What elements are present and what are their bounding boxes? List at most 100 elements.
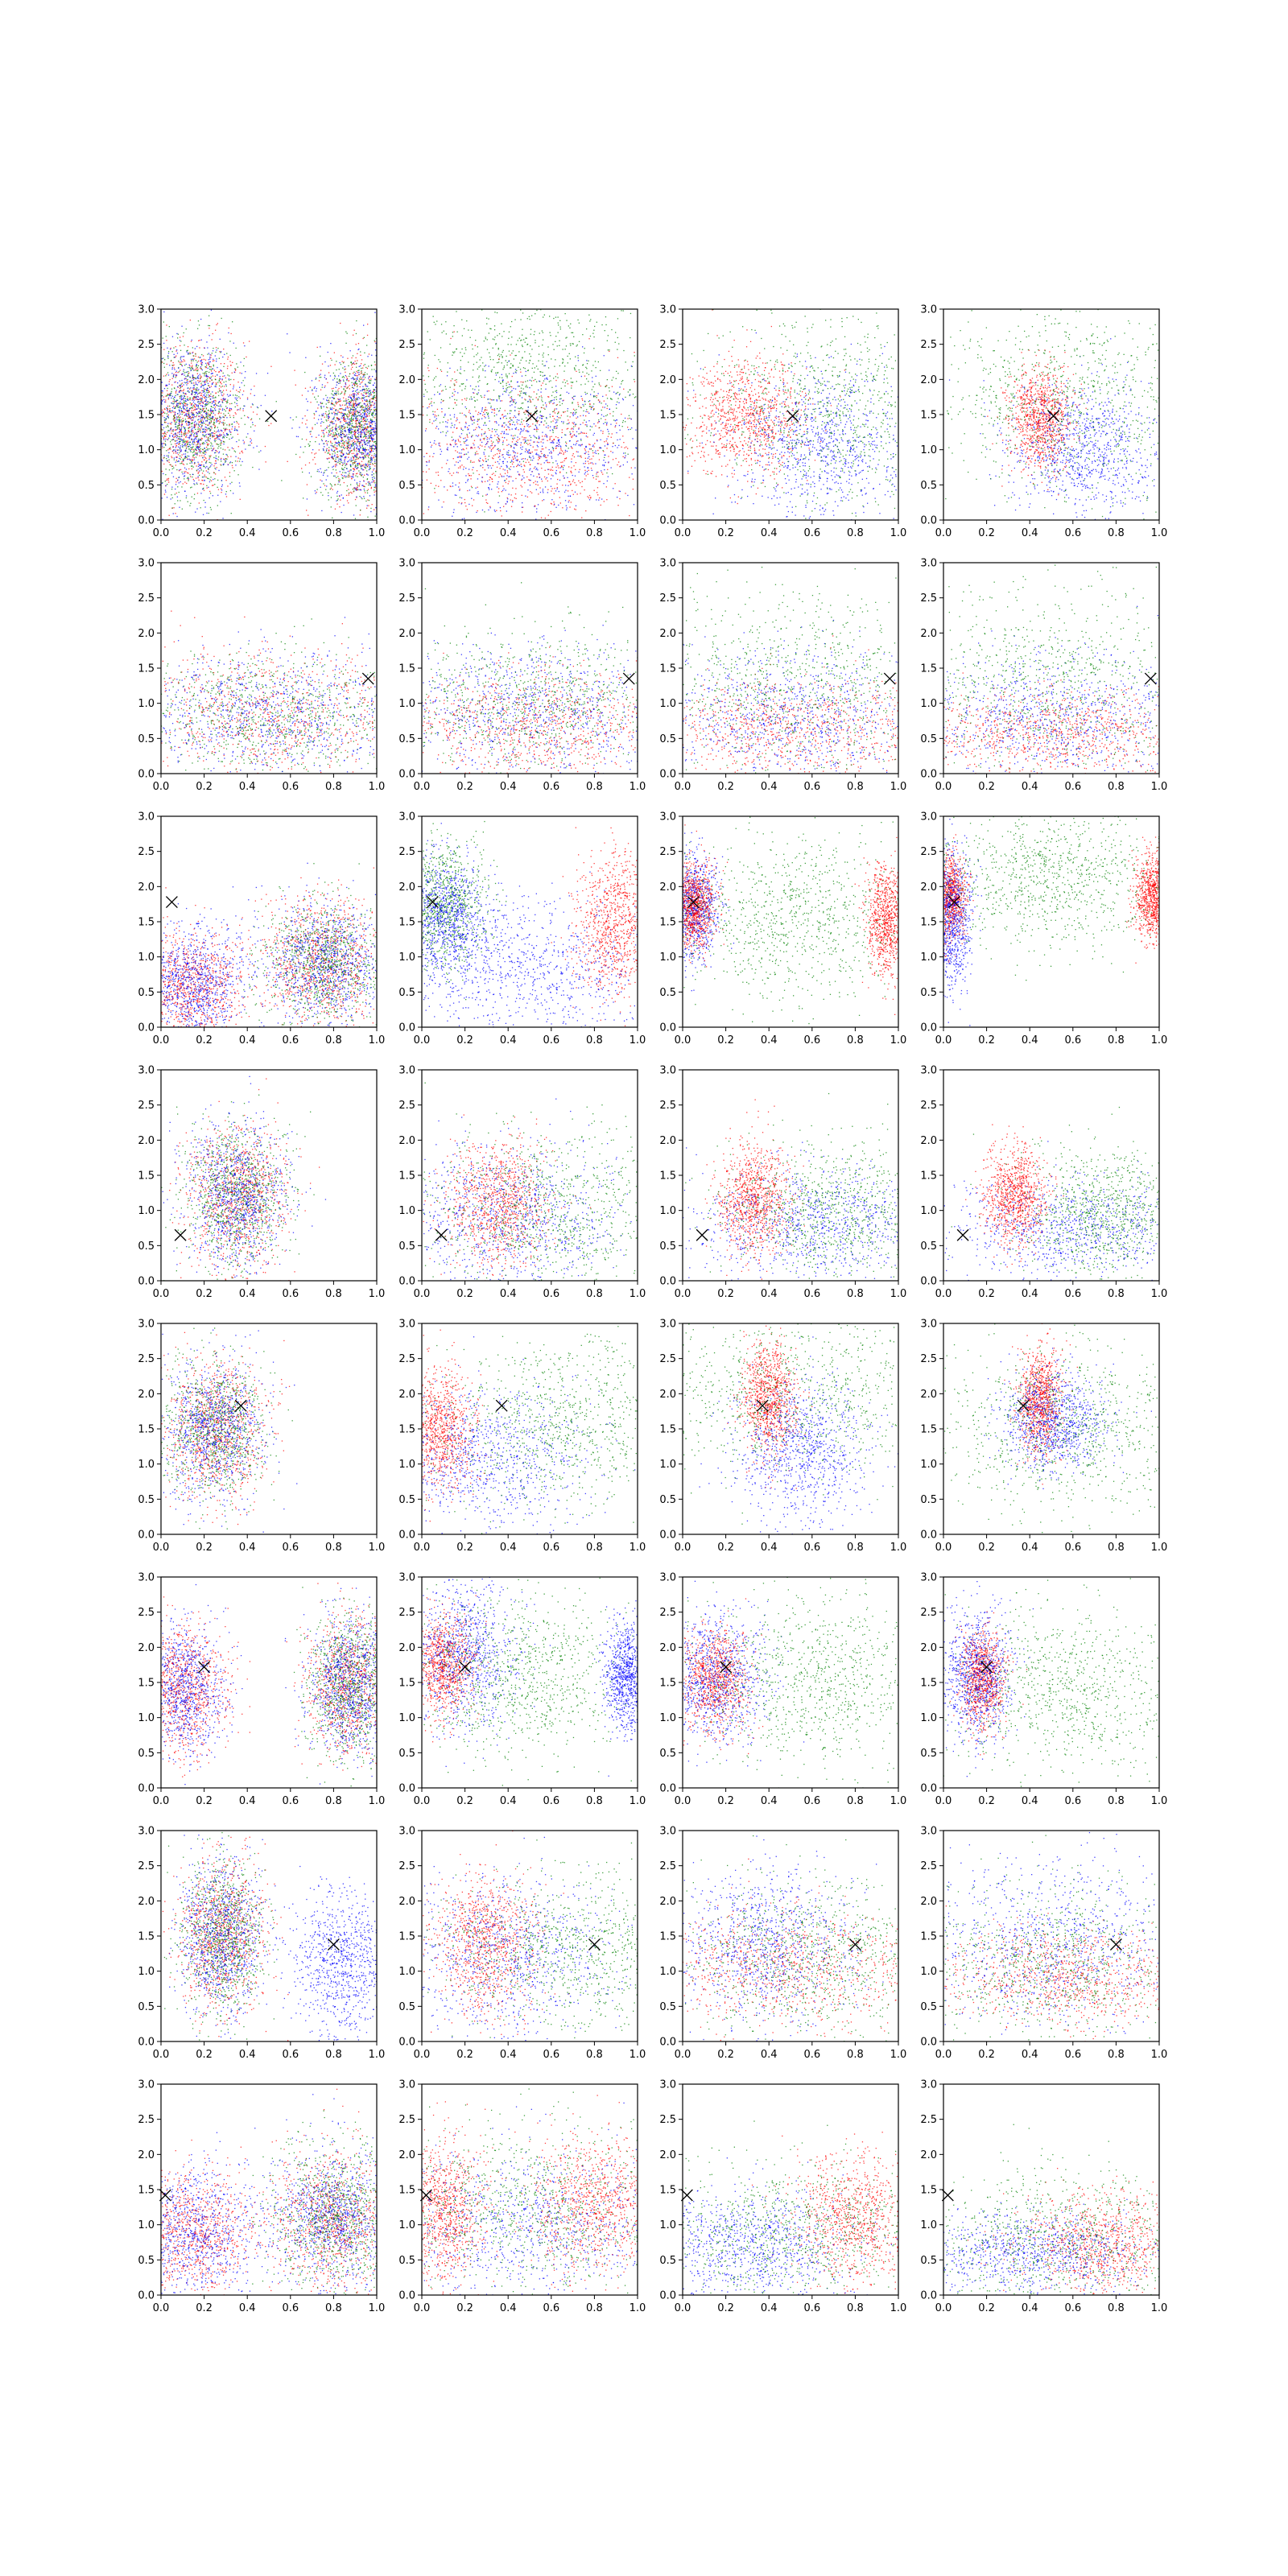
point <box>605 316 606 317</box>
point <box>201 438 202 439</box>
point <box>244 385 245 386</box>
point <box>541 397 542 398</box>
point <box>228 464 229 465</box>
point <box>509 386 510 387</box>
point <box>203 471 204 472</box>
point <box>354 416 355 417</box>
point <box>204 457 205 458</box>
point <box>319 449 320 450</box>
point <box>172 497 173 498</box>
point <box>218 444 219 445</box>
point <box>167 417 168 418</box>
point <box>196 406 197 407</box>
point <box>348 438 349 439</box>
point <box>200 405 201 406</box>
point <box>220 339 221 340</box>
point <box>358 441 359 442</box>
point <box>357 370 358 371</box>
point <box>370 457 371 458</box>
point <box>465 415 466 416</box>
point <box>365 501 366 502</box>
point <box>207 478 208 479</box>
point <box>359 419 360 420</box>
point <box>339 408 340 409</box>
point <box>206 434 207 435</box>
point <box>357 385 358 386</box>
point <box>181 457 182 458</box>
point <box>163 399 164 400</box>
point <box>374 427 375 428</box>
point <box>343 401 344 402</box>
point <box>221 318 222 319</box>
point <box>539 418 540 419</box>
point <box>163 427 164 428</box>
point <box>340 362 341 363</box>
point <box>219 381 220 382</box>
point <box>495 471 496 472</box>
point <box>241 464 242 465</box>
point <box>340 404 341 405</box>
point <box>194 422 195 423</box>
point <box>187 376 188 377</box>
point <box>199 502 200 503</box>
point <box>188 478 189 479</box>
point <box>193 449 194 450</box>
point <box>523 367 524 368</box>
point <box>370 461 371 462</box>
point <box>552 411 553 412</box>
point <box>370 508 371 509</box>
point <box>205 420 206 421</box>
point <box>217 348 218 349</box>
point <box>345 422 346 423</box>
point <box>492 369 493 370</box>
point <box>193 479 194 480</box>
point <box>167 415 168 416</box>
point <box>561 388 562 389</box>
point <box>367 335 368 336</box>
point <box>295 454 296 455</box>
point <box>212 373 213 374</box>
point <box>488 319 489 320</box>
point <box>363 325 364 326</box>
point <box>210 396 211 397</box>
point <box>216 422 217 423</box>
point <box>178 405 179 406</box>
point <box>507 387 508 388</box>
point <box>355 459 356 460</box>
point <box>367 517 368 518</box>
point <box>584 348 585 349</box>
point <box>181 398 182 399</box>
point <box>178 416 179 417</box>
point <box>169 469 170 470</box>
point <box>357 415 358 416</box>
point <box>181 431 182 432</box>
point <box>227 400 228 401</box>
point <box>208 359 209 360</box>
point <box>342 377 343 378</box>
point <box>352 453 353 454</box>
point <box>224 434 225 435</box>
point <box>178 447 179 448</box>
point <box>336 496 337 497</box>
point <box>232 321 233 322</box>
point <box>190 353 191 354</box>
point <box>200 366 201 367</box>
point <box>352 385 353 386</box>
point <box>216 382 217 383</box>
point <box>366 423 367 424</box>
point <box>369 483 370 484</box>
point <box>224 441 225 442</box>
point <box>323 475 324 476</box>
point <box>611 329 612 330</box>
point <box>208 335 209 336</box>
point <box>543 365 544 366</box>
point <box>181 356 182 357</box>
point <box>508 452 509 453</box>
point <box>341 438 342 439</box>
point <box>196 370 197 371</box>
point <box>219 390 220 391</box>
point <box>230 456 231 457</box>
point <box>355 375 356 376</box>
point <box>344 394 345 395</box>
point <box>177 413 178 414</box>
